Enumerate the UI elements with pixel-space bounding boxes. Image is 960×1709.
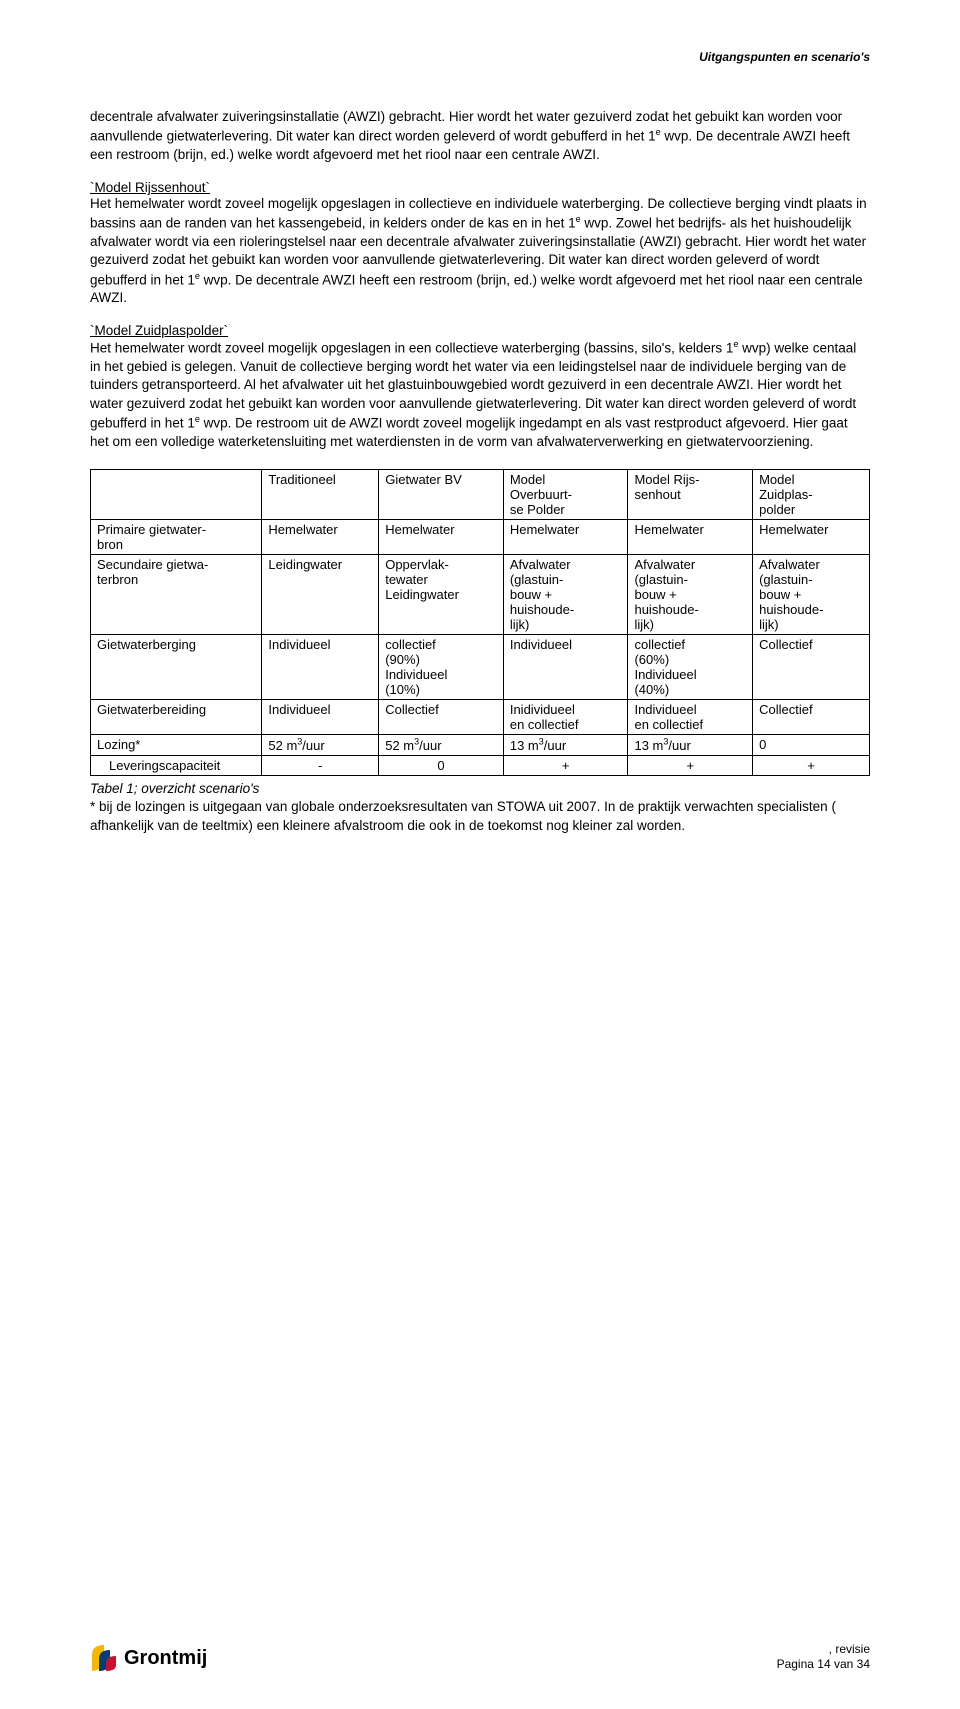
table-cell: Inidividueelen collectief [503, 699, 628, 734]
table-row: GietwaterbergingIndividueelcollectief(90… [91, 634, 870, 699]
table-cell: collectief(60%)Individueel(40%) [628, 634, 753, 699]
table-cell: Afvalwater(glastuin-bouw +huishoude-lijk… [753, 554, 870, 634]
table-cell: Hemelwater [628, 519, 753, 554]
sec2-c: wvp. De decentrale AWZI heeft een restro… [90, 272, 863, 305]
scenario-table: Traditioneel Gietwater BV ModelOverbuurt… [90, 469, 870, 776]
table-cell: Hemelwater [262, 519, 379, 554]
table-cell: 13 m3/uur [628, 734, 753, 755]
table-cell: + [503, 756, 628, 776]
th-1: Traditioneel [262, 469, 379, 519]
table-header-row: Traditioneel Gietwater BV ModelOverbuurt… [91, 469, 870, 519]
table-cell: - [262, 756, 379, 776]
table-cell: Gietwaterberging [91, 634, 262, 699]
table-row: GietwaterbereidingIndividueelCollectiefI… [91, 699, 870, 734]
table-cell: Individueel [262, 634, 379, 699]
footer-right: , revisie Pagina 14 van 34 [777, 1642, 870, 1673]
section-title-zuidplaspolder: `Model Zuidplaspolder` [90, 323, 870, 338]
th-4: Model Rijs-senhout [628, 469, 753, 519]
table-body: Primaire gietwater-bronHemelwaterHemelwa… [91, 519, 870, 775]
table-row: Lozing*52 m3/uur52 m3/uur13 m3/uur13 m3/… [91, 734, 870, 755]
th-3: ModelOverbuurt-se Polder [503, 469, 628, 519]
paragraph-intro: decentrale afvalwater zuiveringsinstalla… [90, 108, 870, 164]
table-cell: Hemelwater [753, 519, 870, 554]
table-row: Primaire gietwater-bronHemelwaterHemelwa… [91, 519, 870, 554]
table-cell: Individueelen collectief [628, 699, 753, 734]
table-cell: 52 m3/uur [262, 734, 379, 755]
footer-revisie: , revisie [777, 1642, 870, 1658]
paragraph-zuidplaspolder: Het hemelwater wordt zoveel mogelijk opg… [90, 338, 870, 450]
section-header: Uitgangspunten en scenario's [90, 50, 870, 64]
table-cell: Oppervlak-tewaterLeidingwater [379, 554, 504, 634]
table-footnote: * bij de lozingen is uitgegaan van globa… [90, 798, 870, 834]
grontmij-logo-text: Grontmij [124, 1647, 207, 1670]
table-cell: 0 [379, 756, 504, 776]
table-cell: Gietwaterbereiding [91, 699, 262, 734]
table-cell: + [628, 756, 753, 776]
table-cell: Afvalwater(glastuin-bouw +huishoude-lijk… [628, 554, 753, 634]
table-cell: Collectief [753, 634, 870, 699]
table-cell: + [753, 756, 870, 776]
th-2: Gietwater BV [379, 469, 504, 519]
page-footer: Grontmij , revisie Pagina 14 van 34 [90, 1642, 870, 1673]
table-cell: Afvalwater(glastuin-bouw +huishoude-lijk… [503, 554, 628, 634]
sec3-a: Het hemelwater wordt zoveel mogelijk opg… [90, 341, 733, 356]
table-cell: Hemelwater [503, 519, 628, 554]
table-cell: 13 m3/uur [503, 734, 628, 755]
table-row: Leveringscapaciteit-0+++ [91, 756, 870, 776]
paragraph-rijssenhout: Het hemelwater wordt zoveel mogelijk opg… [90, 195, 870, 307]
table-caption: Tabel 1; overzicht scenario's [90, 780, 870, 798]
table-cell: Lozing* [91, 734, 262, 755]
table-cell: Collectief [379, 699, 504, 734]
table-cell: Leveringscapaciteit [91, 756, 262, 776]
section-title-rijssenhout: `Model Rijssenhout` [90, 180, 870, 195]
table-cell: Hemelwater [379, 519, 504, 554]
table-cell: Collectief [753, 699, 870, 734]
th-5: ModelZuidplas-polder [753, 469, 870, 519]
table-cell: Individueel [503, 634, 628, 699]
grontmij-logo-icon [90, 1643, 120, 1673]
table-cell: Secundaire gietwa-terbron [91, 554, 262, 634]
table-cell: Individueel [262, 699, 379, 734]
table-cell: 52 m3/uur [379, 734, 504, 755]
table-cell: collectief(90%)Individueel(10%) [379, 634, 504, 699]
table-row: Secundaire gietwa-terbronLeidingwaterOpp… [91, 554, 870, 634]
sec3-c: wvp. De restroom uit de AWZI wordt zovee… [90, 415, 848, 448]
footer-pagina: Pagina 14 van 34 [777, 1657, 870, 1673]
table-cell: Leidingwater [262, 554, 379, 634]
table-cell: Primaire gietwater-bron [91, 519, 262, 554]
grontmij-logo: Grontmij [90, 1643, 207, 1673]
th-0 [91, 469, 262, 519]
table-cell: 0 [753, 734, 870, 755]
